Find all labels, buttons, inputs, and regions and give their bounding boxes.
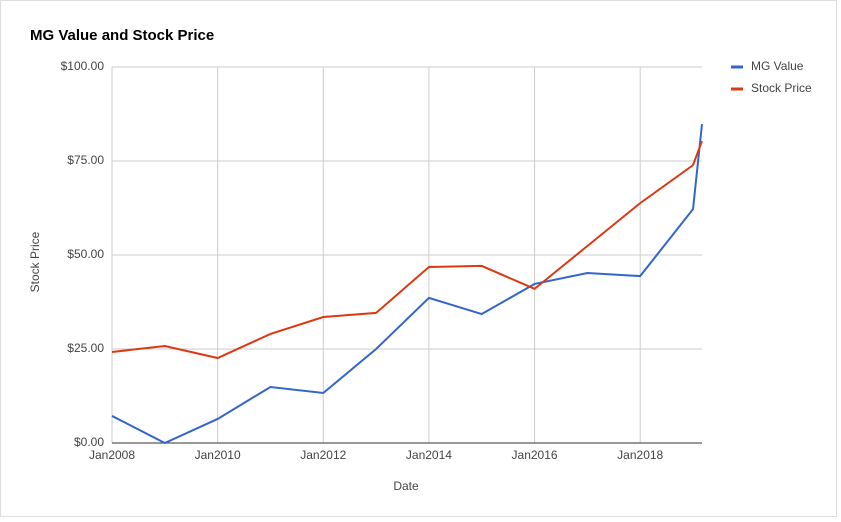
- legend-label: Stock Price: [751, 81, 812, 95]
- y-tick-label: $25.00: [67, 341, 104, 355]
- x-tick-label: Jan2016: [512, 448, 558, 462]
- chart-title: MG Value and Stock Price: [30, 27, 214, 44]
- y-axis-label: Stock Price: [28, 231, 42, 292]
- x-tick-label: Jan2012: [300, 448, 346, 462]
- x-tick-label: Jan2010: [195, 448, 241, 462]
- x-axis-label: Date: [393, 479, 419, 493]
- legend-label: MG Value: [751, 59, 804, 73]
- x-tick-label: Jan2018: [617, 448, 663, 462]
- x-tick-label: Jan2008: [89, 448, 135, 462]
- y-tick-label: $100.00: [61, 59, 105, 73]
- y-tick-label: $0.00: [74, 435, 104, 449]
- x-tick-label: Jan2014: [406, 448, 452, 462]
- line-series: [111, 124, 703, 445]
- y-tick-label: $75.00: [67, 153, 104, 167]
- y-tick-label: $50.00: [67, 247, 104, 261]
- line-series: [111, 140, 703, 360]
